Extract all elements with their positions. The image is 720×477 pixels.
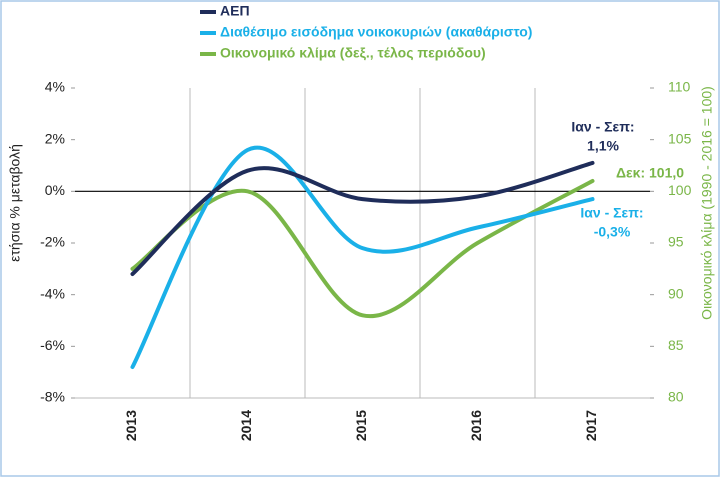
legend-label: Διαθέσιμο εισόδημα νοικοκυριών (ακαθάρισ… bbox=[220, 24, 532, 40]
y-axis-label: ετήσια % μεταβολή bbox=[7, 144, 23, 262]
y2-tick-label: 110 bbox=[668, 79, 691, 95]
annotation: Δεκ: 101,0 bbox=[616, 165, 684, 181]
y-tick-label: 0% bbox=[45, 182, 65, 198]
y2-tick-label: 85 bbox=[668, 337, 684, 353]
y2-tick-label: 90 bbox=[668, 285, 684, 301]
y-tick-label: -6% bbox=[40, 337, 65, 353]
annotation: 1,1% bbox=[587, 138, 619, 154]
x-tick-label: 2016 bbox=[468, 410, 484, 441]
y2-tick-label: 105 bbox=[668, 130, 692, 146]
y2-tick-label: 80 bbox=[668, 389, 684, 405]
y2-axis-label: Οικονομικό κλίμα (1990 - 2016 = 100) bbox=[699, 86, 715, 320]
annotation: Ιαν - Σεπ: bbox=[571, 119, 634, 135]
legend-label: Οικονομικό κλίμα (δεξ., τέλος περιόδου) bbox=[220, 45, 486, 61]
x-tick-label: 2014 bbox=[238, 410, 254, 441]
y-tick-label: 4% bbox=[45, 79, 65, 95]
x-tick-label: 2017 bbox=[583, 410, 599, 441]
annotation: -0,3% bbox=[594, 224, 631, 240]
series-line bbox=[130, 145, 595, 369]
y-tick-label: 2% bbox=[45, 130, 65, 146]
y-tick-label: -8% bbox=[40, 389, 65, 405]
annotation: Ιαν - Σεπ: bbox=[580, 205, 643, 221]
y-tick-label: -4% bbox=[40, 285, 65, 301]
series-line bbox=[130, 160, 595, 276]
y-tick-label: -2% bbox=[40, 234, 65, 250]
x-tick-label: 2015 bbox=[353, 410, 369, 441]
y2-tick-label: 100 bbox=[668, 182, 692, 198]
y2-tick-label: 95 bbox=[668, 234, 684, 250]
x-tick-label: 2013 bbox=[123, 410, 139, 441]
legend-label: ΑΕΠ bbox=[220, 3, 250, 19]
